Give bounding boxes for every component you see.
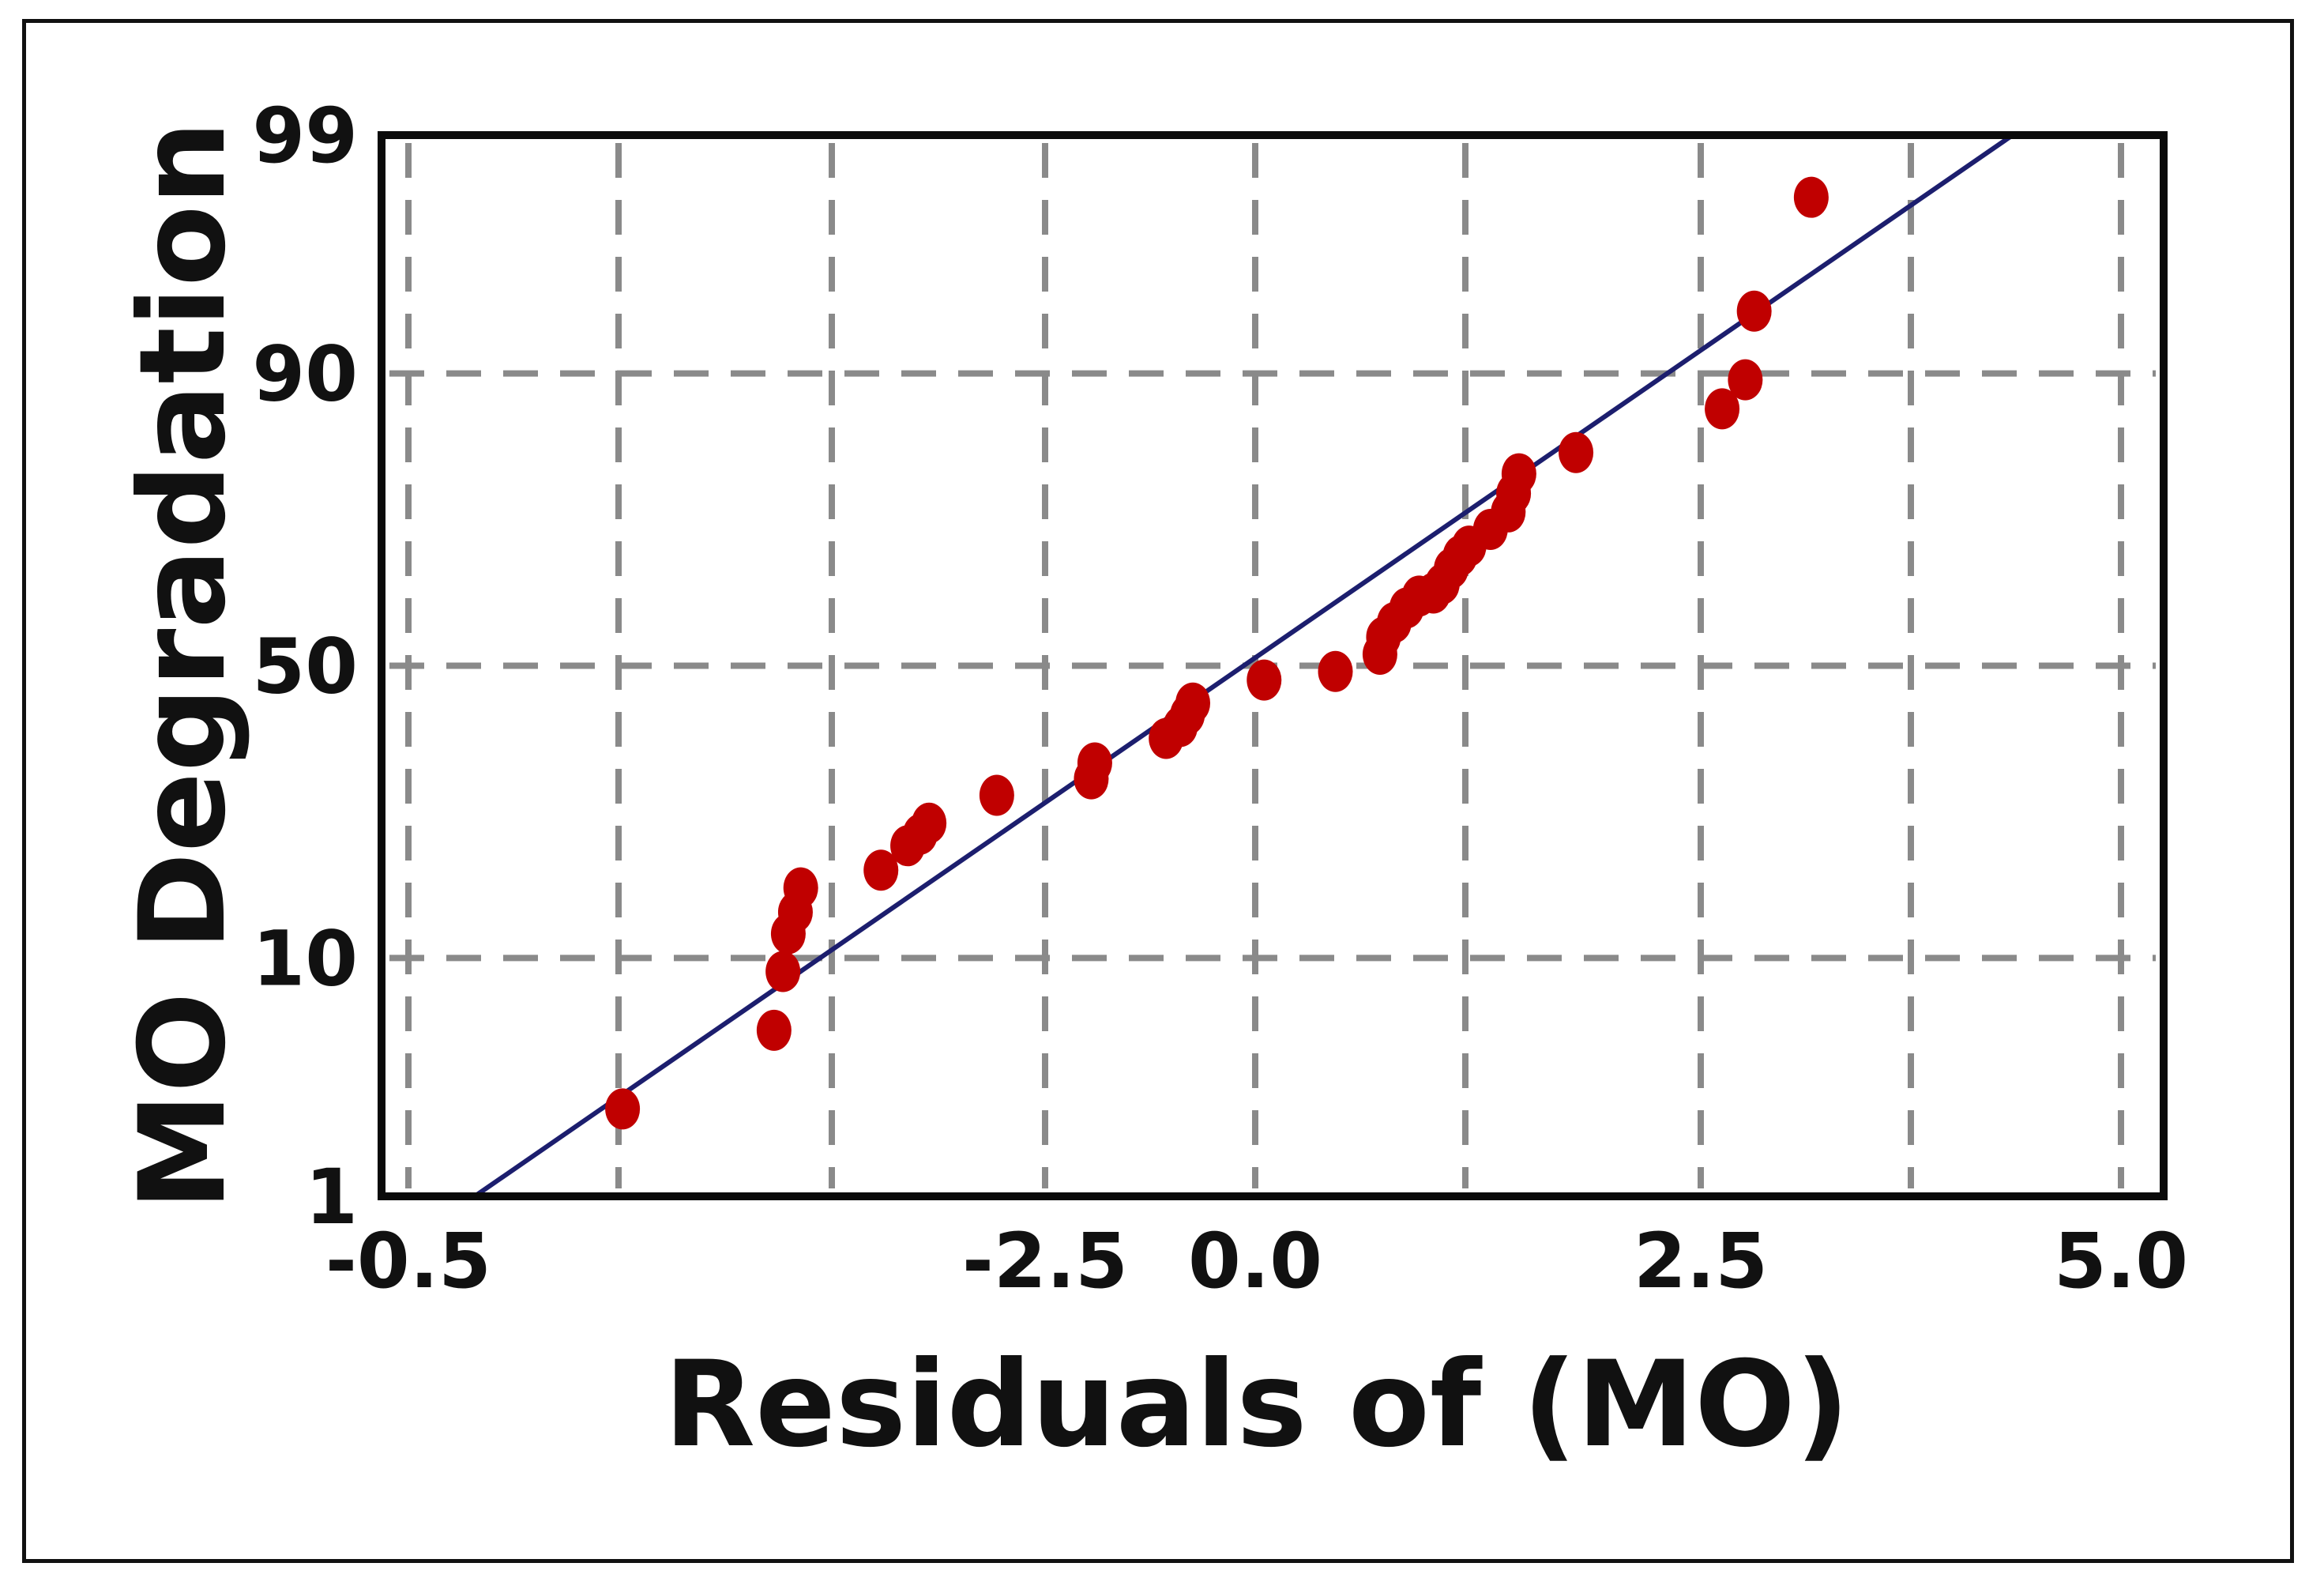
data-point (1318, 650, 1353, 692)
y-tick-label: 90 (252, 330, 358, 419)
data-point (1736, 290, 1772, 332)
data-point (1247, 659, 1282, 701)
data-point (1175, 682, 1211, 724)
data-point (912, 802, 947, 844)
y-tick-label: 10 (252, 914, 358, 1003)
x-tick-label: -2.5 (962, 1217, 1128, 1305)
x-tick-label: 2.5 (1634, 1217, 1768, 1305)
y-tick-label: 50 (252, 623, 358, 711)
data-points (605, 176, 1829, 1130)
figure-frame: -0.5 -2.5 0.0 2.5 5.0 1 10 50 90 99 Residuals of… (22, 19, 2294, 1563)
data-point (1501, 453, 1536, 495)
y-axis-title: MO Degradation (115, 121, 252, 1211)
data-point (783, 867, 818, 909)
data-point (756, 1009, 792, 1051)
data-point (1793, 176, 1829, 218)
y-tick-label: 99 (252, 92, 358, 180)
data-point (605, 1088, 641, 1130)
x-axis-tick-labels: -0.5 -2.5 0.0 2.5 5.0 (325, 1217, 2188, 1305)
y-axis-tick-labels: 1 10 50 90 99 (252, 92, 358, 1241)
data-point (1705, 388, 1740, 430)
probability-plot: -0.5 -2.5 0.0 2.5 5.0 1 10 50 90 99 Residuals of… (115, 92, 2188, 1474)
x-axis-title: Residuals of (MO) (664, 1336, 1850, 1474)
x-tick-label: 5.0 (2054, 1217, 2188, 1305)
x-tick-label: -0.5 (325, 1217, 491, 1305)
data-point (1559, 431, 1594, 473)
y-tick-label: 1 (305, 1153, 358, 1241)
data-point (765, 951, 801, 992)
data-point (979, 774, 1014, 816)
data-point (1077, 742, 1112, 784)
data-point (863, 849, 899, 891)
data-point (1728, 359, 1763, 401)
x-tick-label: 0.0 (1188, 1217, 1322, 1305)
plot-area-border (378, 131, 2168, 1200)
